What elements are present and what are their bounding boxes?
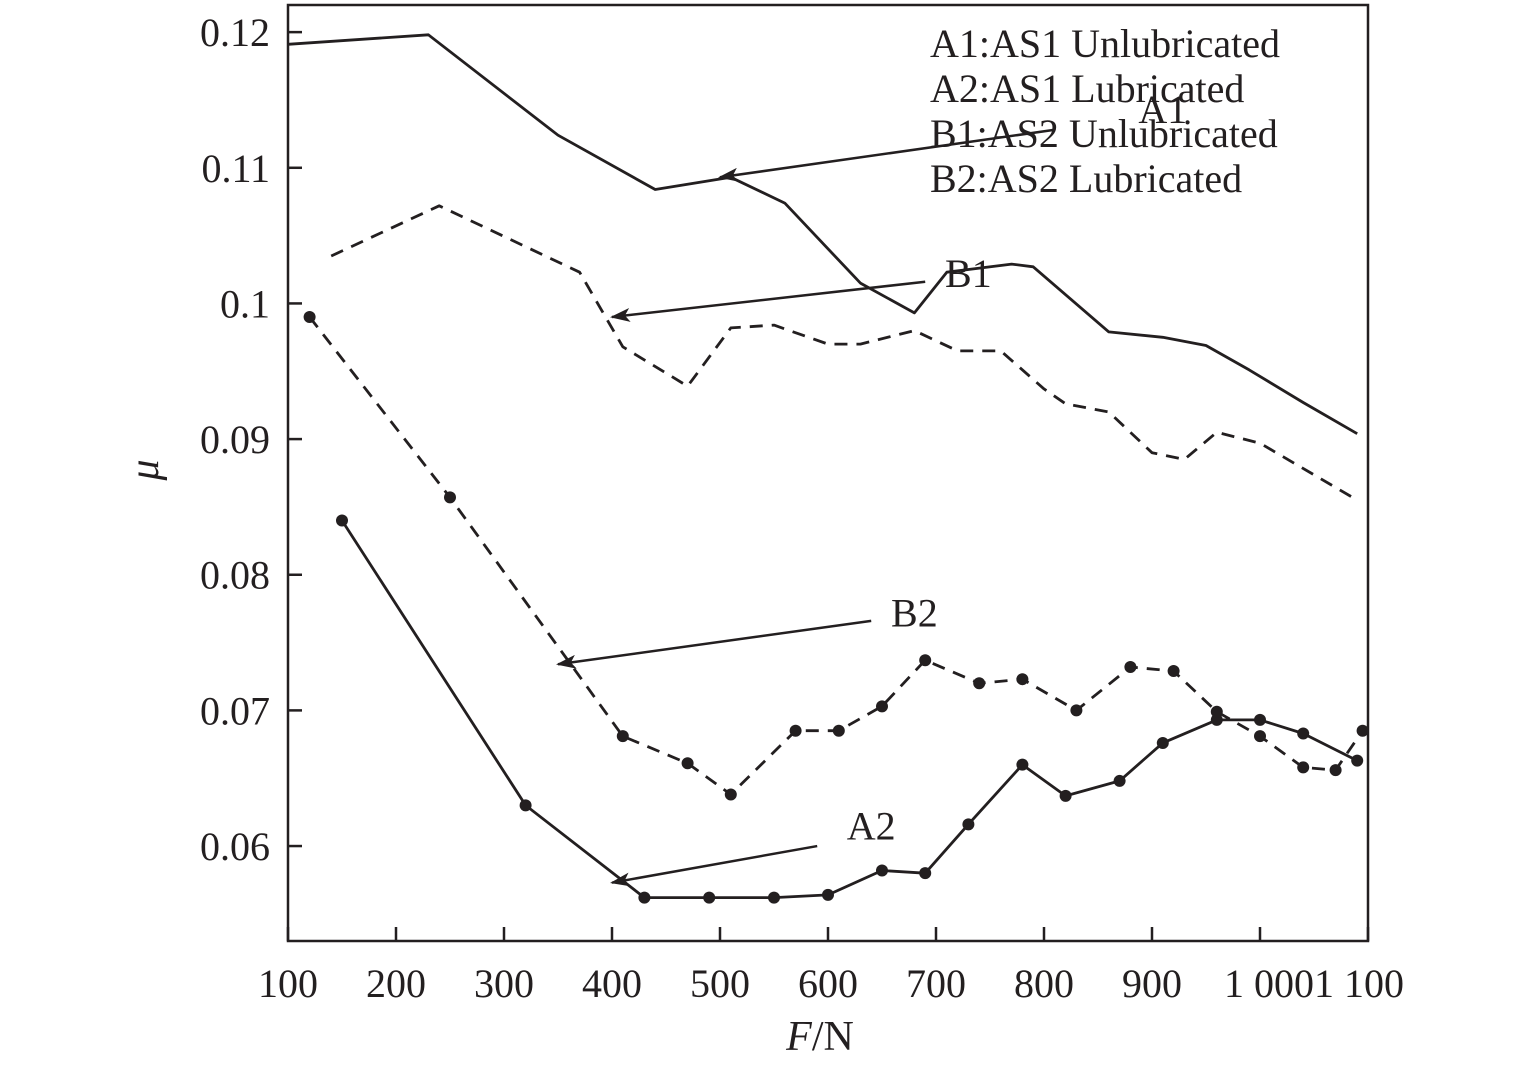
data-point-b2: [444, 491, 456, 504]
data-point-b2: [1329, 764, 1342, 777]
data-point-b2: [616, 730, 629, 743]
data-point-b2: [1254, 730, 1266, 743]
annotation-label-a2: A2: [847, 803, 896, 848]
x-tick-label: 200: [366, 961, 426, 1006]
series-line-a1: [287, 33, 1358, 435]
data-point-b2: [1167, 665, 1180, 678]
data-point-b2: [973, 677, 986, 690]
data-point-b2: [681, 757, 694, 770]
annotation-arrow-a2: [610, 844, 818, 887]
data-point-a2: [638, 891, 651, 904]
data-point-a2: [1156, 736, 1169, 749]
data-point-b2: [724, 788, 737, 801]
data-point-a2: [519, 799, 532, 812]
data-point-a2: [962, 818, 975, 831]
annotation-arrow-a1: [718, 128, 1055, 182]
series-b1: [330, 204, 1358, 502]
data-point-a2: [703, 891, 716, 904]
x-axis-label-variable: F: [785, 1014, 812, 1060]
x-tick-label: 600: [798, 961, 858, 1006]
data-point-b2: [1070, 704, 1083, 717]
series-layer: [287, 33, 1369, 904]
data-point-a2: [1254, 713, 1266, 726]
y-tick-label: 0.11: [201, 146, 270, 191]
series-line-b2: [308, 316, 1364, 796]
data-point-b2: [1297, 761, 1310, 774]
series-b2: [303, 311, 1369, 801]
legend-entry: A2:AS1 Lubricated: [930, 66, 1244, 111]
y-tick-label: 0.09: [200, 417, 270, 462]
annotation-label-a1: A1: [1138, 87, 1187, 132]
annotation-label-b1: B1: [945, 251, 992, 296]
annotation-arrow-b1: [610, 280, 926, 322]
data-point-a2: [1351, 754, 1364, 767]
data-point-a2: [1113, 774, 1126, 787]
series-a2: [336, 514, 1364, 904]
data-point-a2: [768, 891, 780, 904]
data-point-a2: [876, 864, 888, 877]
data-point-b2: [1124, 660, 1137, 673]
x-tick-label: 300: [474, 961, 534, 1006]
x-tick-label: 900: [1122, 961, 1182, 1006]
x-axis: 100 200 300 400 500 600 700 800 900 1 0001 100: [258, 927, 1404, 1006]
y-tick-label: 0.07: [200, 688, 270, 733]
legend-entry: B2:AS2 Lubricated: [930, 156, 1242, 201]
x-axis-label: F/N: [785, 1014, 854, 1060]
data-point-a2: [336, 514, 348, 527]
data-point-a2: [1297, 727, 1310, 740]
x-tick-label: 500: [690, 961, 750, 1006]
data-point-b2: [1210, 705, 1223, 718]
x-tick-label-pair: 1 0001 100: [1224, 961, 1404, 1006]
y-axis-label: μ: [122, 459, 168, 481]
y-tick-label: 0.08: [200, 553, 270, 598]
series-line-b1: [330, 204, 1358, 502]
x-axis-label-unit: /N: [812, 1014, 854, 1060]
data-point-a2: [1059, 789, 1072, 802]
annotation-layer: A1 B1 B2 A2: [556, 87, 1187, 887]
x-tick-label: 400: [582, 961, 642, 1006]
x-tick-label: 100: [258, 961, 318, 1006]
series-a1: [287, 33, 1358, 435]
y-tick-label: 0.12: [200, 10, 270, 55]
data-point-b2: [1356, 724, 1369, 737]
data-point-b2: [303, 311, 316, 323]
y-tick-label: 0.1: [220, 281, 270, 326]
annotation-label-b2: B2: [891, 590, 938, 635]
data-point-a2: [919, 867, 932, 880]
data-point-b2: [919, 654, 932, 667]
data-point-b2: [832, 724, 845, 737]
y-axis: 0.06 0.07 0.08 0.09 0.1 0.11 0.12: [200, 10, 302, 869]
legend-entry: A1:AS1 Unlubricated: [930, 21, 1280, 66]
legend-entry: B1:AS2 Unlubricated: [930, 111, 1278, 156]
x-tick-label: 800: [1014, 961, 1074, 1006]
data-point-b2: [1016, 673, 1029, 686]
data-point-a2: [1016, 758, 1029, 771]
annotation-arrow-b2: [556, 619, 872, 669]
data-point-b2: [876, 700, 888, 713]
data-point-a2: [822, 888, 834, 901]
x-tick-label: 700: [906, 961, 966, 1006]
y-tick-label: 0.06: [200, 824, 270, 869]
data-point-b2: [789, 724, 802, 737]
